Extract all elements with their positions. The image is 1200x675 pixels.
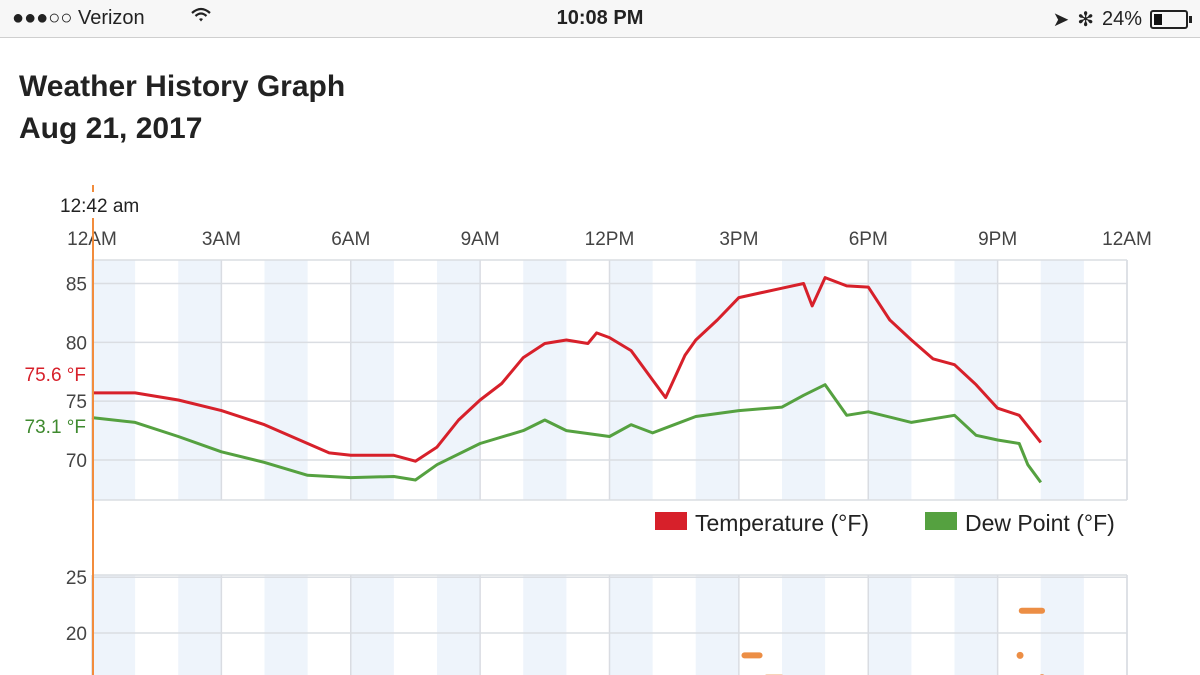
temperature-readout: 75.6 °F	[25, 365, 86, 386]
hour-band	[437, 260, 481, 500]
bluetooth-icon: ✻	[1077, 9, 1094, 31]
y-tick-label: 70	[66, 451, 87, 472]
hour-band	[350, 260, 394, 500]
hour-band	[954, 575, 998, 675]
hour-band	[1040, 575, 1084, 675]
y-tick-label: 80	[66, 333, 87, 354]
hour-band	[178, 575, 222, 675]
battery-percent: 24%	[1101, 8, 1142, 30]
status-right: ➤ ✻ 24%	[1052, 7, 1192, 32]
hour-band	[695, 575, 739, 675]
hour-band	[92, 260, 136, 500]
series-line-temperature	[92, 276, 1042, 463]
hour-band	[782, 260, 826, 500]
page-title: Weather History Graph	[19, 70, 346, 103]
legend-swatch	[925, 512, 957, 530]
hour-band	[695, 260, 739, 500]
hour-band	[437, 575, 481, 675]
cursor-label-bg	[55, 192, 155, 218]
y-tick-label: 20	[66, 624, 87, 645]
page-date: Aug 21, 2017	[19, 112, 203, 145]
legend-label: Dew Point (°F)	[965, 510, 1115, 536]
status-bar: ●●●○○ Verizon 10:08 PM ➤ ✻ 24%	[0, 0, 1200, 38]
x-tick-label: 12AM	[1102, 229, 1152, 250]
hour-band	[868, 575, 912, 675]
y-tick-label: 75	[66, 392, 87, 413]
wifi-icon	[190, 5, 212, 31]
hour-band	[609, 260, 653, 500]
clock: 10:08 PM	[556, 7, 644, 29]
carrier: ●●●○○ Verizon	[12, 7, 145, 29]
dew-point-readout: 73.1 °F	[25, 417, 86, 438]
hour-band	[92, 575, 136, 675]
hour-band	[523, 575, 567, 675]
x-tick-label: 3PM	[719, 229, 758, 250]
x-tick-label: 3AM	[202, 229, 241, 250]
battery-icon	[1150, 10, 1192, 29]
hour-band	[350, 575, 394, 675]
hour-band	[782, 575, 826, 675]
series-line-dew-point	[91, 383, 1043, 484]
x-tick-label: 9PM	[978, 229, 1017, 250]
hour-band	[178, 260, 222, 500]
y-tick-label: 85	[66, 275, 87, 296]
x-tick-label: 6AM	[331, 229, 370, 250]
legend-swatch	[655, 512, 687, 530]
hour-band	[264, 575, 308, 675]
hour-band	[609, 575, 653, 675]
hour-band	[954, 260, 998, 500]
wind-point	[1016, 651, 1024, 659]
x-tick-label: 12PM	[585, 229, 635, 250]
y-tick-label: 25	[66, 568, 87, 589]
location-arrow-icon: ➤	[1052, 9, 1070, 31]
hour-band	[523, 260, 567, 500]
x-tick-label: 9AM	[461, 229, 500, 250]
hour-band	[1040, 260, 1084, 500]
legend-label: Temperature (°F)	[695, 510, 869, 536]
cursor-time-label: 12:42 am	[60, 196, 139, 217]
x-tick-label: 6PM	[849, 229, 888, 250]
